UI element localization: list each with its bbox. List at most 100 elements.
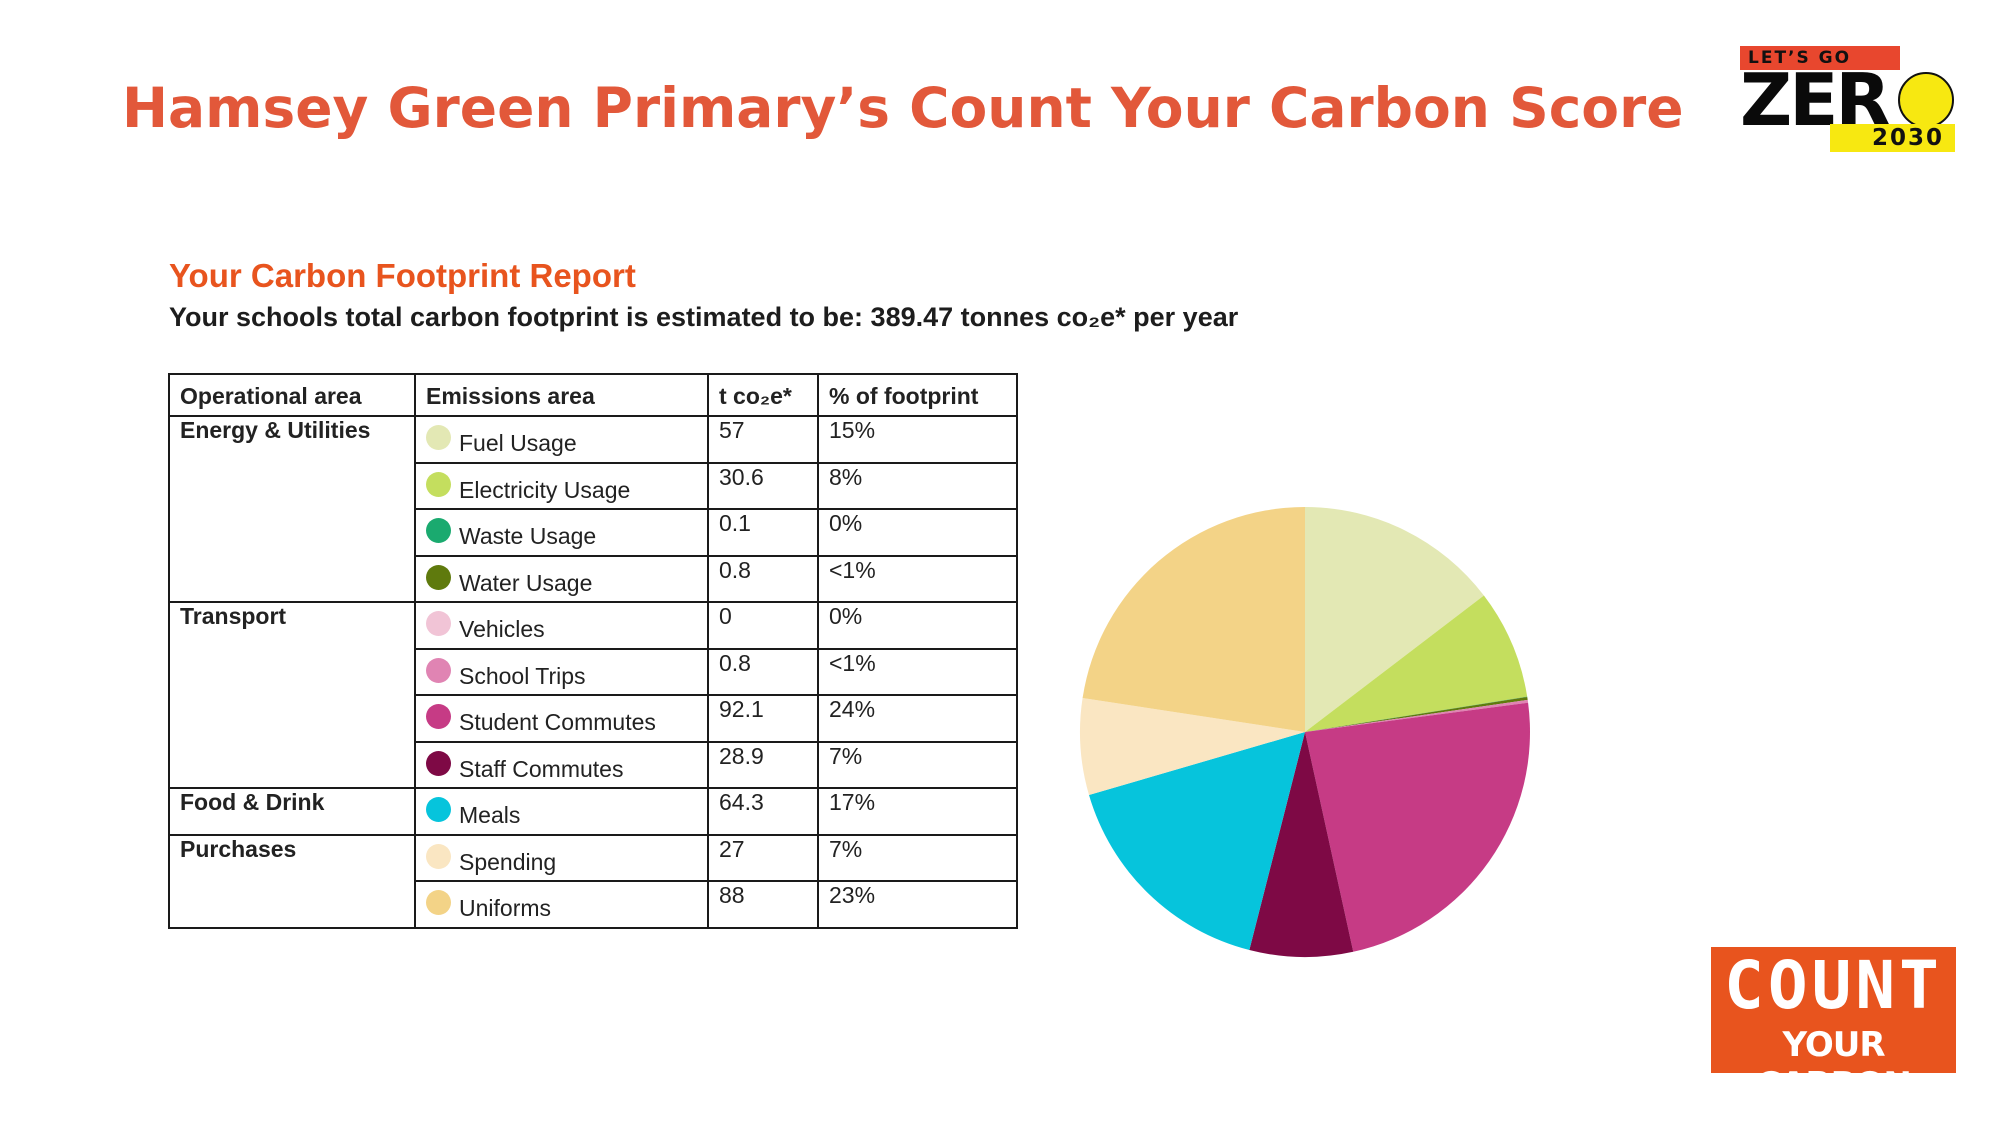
legend-swatch-icon — [426, 518, 451, 543]
report-summary: Your schools total carbon footprint is e… — [169, 302, 1239, 332]
emissions-area-cell: Electricity Usage — [414, 461, 709, 510]
emissions-area-label: Meals — [459, 802, 521, 828]
lets-go-zero-2030-logo: LET’S GO ZER 2030 — [1740, 46, 1955, 152]
legend-swatch-icon — [426, 704, 451, 729]
logo-top-text: LET’S GO — [1748, 48, 1852, 68]
table-row: Transport Vehicles 0 0% — [168, 601, 1018, 789]
emissions-area-label: Spending — [459, 848, 557, 875]
emissions-area-cell: Water Usage — [414, 554, 709, 603]
table-row: Electricity Usage 30.6 8% — [169, 461, 1018, 510]
tco2e-value: 30.6 — [707, 461, 819, 510]
pie-slice-water-usage — [1305, 696, 1528, 732]
pie-slice-electricity-usage — [1305, 595, 1528, 732]
table-row: Staff Commutes 28.9 7% — [169, 740, 1018, 789]
percent-value: 24% — [817, 694, 1018, 743]
percent-value: 15% — [817, 415, 1018, 464]
slide-title: Hamsey Green Primary’s Count Your Carbon… — [122, 76, 1684, 140]
emissions-area-cell: Staff Commutes — [414, 740, 709, 789]
table-row: Uniforms 88 23% — [169, 880, 1018, 929]
percent-value: 0% — [817, 508, 1018, 557]
pie-slice-uniforms — [1082, 507, 1305, 732]
legend-swatch-icon — [426, 797, 451, 822]
legend-swatch-icon — [426, 890, 451, 915]
emissions-area-label: Electricity Usage — [459, 476, 631, 503]
logo-red-bar — [1740, 46, 1900, 70]
legend-swatch-icon — [426, 611, 451, 636]
emissions-area-label: Water Usage — [459, 569, 593, 596]
logo-yellow-bar — [1830, 124, 1955, 152]
operational-area-cell: Purchases — [168, 833, 416, 929]
emissions-area-label: Waste Usage — [459, 523, 597, 549]
emissions-area-label: Vehicles — [459, 616, 545, 642]
pie-slice-student-commutes — [1305, 702, 1530, 952]
table-row: Purchases Spending 27 7% — [168, 833, 1018, 929]
tco2e-value: 88 — [707, 880, 819, 929]
table-row: Waste Usage 0.1 0% — [169, 508, 1018, 557]
emissions-area-label: School Trips — [459, 662, 586, 689]
percent-value: 8% — [817, 461, 1018, 510]
percent-value: 0% — [817, 601, 1018, 650]
table-row: Food & Drink Meals 64.3 17% — [168, 787, 1018, 836]
emissions-area-cell: Vehicles — [414, 601, 709, 650]
header-operational-area: Operational area — [168, 373, 416, 417]
emissions-area-label: Staff Commutes — [459, 755, 624, 782]
report-title: Your Carbon Footprint Report — [169, 257, 636, 294]
pie-slice-staff-commutes — [1249, 732, 1354, 958]
legend-swatch-icon — [426, 843, 451, 869]
logo-year: 2030 — [1872, 125, 1945, 151]
emissions-area-label: Student Commutes — [459, 709, 656, 735]
header-percent: % of footprint — [817, 373, 1018, 417]
percent-value: <1% — [817, 554, 1018, 603]
tco2e-value: 27 — [707, 833, 819, 882]
count-your-carbon-logo: COUNT YOUR CARBON — [1711, 947, 1956, 1105]
tco2e-value: 0.1 — [707, 508, 819, 557]
table-header-row: Operational area Emissions area t co₂e* … — [168, 373, 1018, 417]
emissions-area-cell: Fuel Usage — [414, 415, 709, 464]
emissions-area-label: Fuel Usage — [459, 430, 577, 456]
table-row: Energy & Utilities Fuel Usage 57 15% — [168, 415, 1018, 603]
emissions-area-cell: Waste Usage — [414, 508, 709, 557]
table-row: Student Commutes 92.1 24% — [169, 694, 1018, 743]
emissions-area-cell: Spending — [414, 833, 709, 882]
pie-slice-school-trips — [1305, 699, 1529, 732]
percent-value: <1% — [817, 647, 1018, 696]
pie-slice-meals — [1089, 732, 1305, 951]
header-tco2e: t co₂e* — [707, 373, 819, 417]
tco2e-value: 92.1 — [707, 694, 819, 743]
emissions-area-label: Uniforms — [459, 895, 552, 921]
legend-swatch-icon — [426, 471, 451, 497]
legend-swatch-icon — [426, 564, 451, 590]
operational-area-cell: Transport — [168, 601, 416, 789]
logo-count-word: COUNT — [1724, 947, 1943, 1024]
percent-value: 7% — [817, 740, 1018, 789]
pie-slice-spending — [1079, 698, 1305, 796]
percent-value: 7% — [817, 833, 1018, 882]
tco2e-value: 64.3 — [707, 787, 819, 836]
percent-value: 17% — [817, 787, 1018, 836]
tco2e-value: 0.8 — [707, 554, 819, 603]
tco2e-value: 57 — [707, 415, 819, 464]
logo-yellow-dot — [1898, 72, 1954, 128]
header-emissions-area: Emissions area — [414, 373, 709, 417]
emissions-area-cell: Meals — [414, 787, 709, 836]
table-row: School Trips 0.8 <1% — [169, 647, 1018, 696]
tco2e-value: 0 — [707, 601, 819, 650]
legend-swatch-icon — [426, 750, 451, 776]
table-row: Water Usage 0.8 <1% — [169, 554, 1018, 603]
operational-area-cell: Energy & Utilities — [168, 415, 416, 603]
tco2e-value: 28.9 — [707, 740, 819, 789]
tco2e-value: 0.8 — [707, 647, 819, 696]
operational-area-cell: Food & Drink — [168, 787, 416, 836]
legend-swatch-icon — [426, 425, 451, 450]
emissions-table: Operational area Emissions area t co₂e* … — [168, 373, 1018, 929]
logo-count-sub: YOUR CARBON — [1756, 1025, 1912, 1105]
emissions-area-cell: Uniforms — [414, 880, 709, 929]
pie-svg — [1079, 507, 1530, 958]
legend-swatch-icon — [426, 657, 451, 683]
pie-slice-waste-usage — [1305, 696, 1528, 732]
footprint-pie-chart — [1070, 497, 1540, 967]
emissions-area-cell: School Trips — [414, 647, 709, 696]
percent-value: 23% — [817, 880, 1018, 929]
pie-slice-fuel-usage — [1305, 507, 1484, 732]
emissions-area-cell: Student Commutes — [414, 694, 709, 743]
